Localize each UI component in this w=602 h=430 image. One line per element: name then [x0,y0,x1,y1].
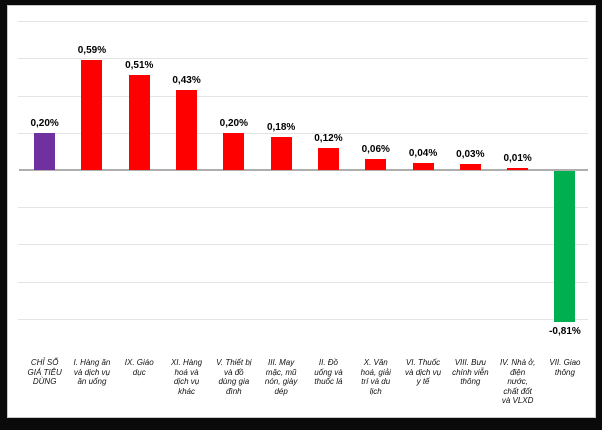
bar-value-label: 0,20% [30,117,59,129]
bar [412,162,434,170]
bar-value-label: 0,03% [456,149,485,161]
gridline [18,318,588,320]
bar [176,90,198,170]
gridline [18,207,588,209]
x-axis-line [19,169,588,171]
bar [459,164,481,170]
bar [223,132,245,170]
category-label: XI. Hàng hoá và dịch vụ khác [170,358,203,396]
category-label: VI. Thuốc và dịch vụ y tế [405,358,442,386]
category-label: IX. Giáo dục [124,358,154,377]
bar-value-label: 0,12% [314,132,343,144]
bar-value-label: -0,81% [549,325,581,337]
bar-value-label: 0,43% [172,75,201,87]
bar-value-label: 0,20% [219,117,249,129]
category-label: II. Đồ uống và thuốc lá [314,358,343,386]
bar [365,158,387,170]
gridline [18,58,588,60]
bar-value-label: 0,51% [125,60,154,72]
category-label: I. Hàng ăn và dịch vụ ăn uống [73,358,111,386]
bar [554,171,576,322]
bar [128,75,150,170]
bar [270,136,292,170]
gridline [18,132,588,134]
category-label: CHỈ SỐ GIÁ TIÊU DÙNG [27,358,62,386]
bar [507,168,529,170]
category-label: VII. Giao thông [549,358,581,377]
bar [317,147,339,170]
bar-value-label: 0,04% [408,147,438,159]
category-label: X. Văn hoá, giải trí và du lịch [360,358,391,396]
bar-value-label: 0,01% [503,153,532,165]
bar-value-label: 0,06% [361,143,390,155]
bar [81,60,103,170]
category-label: III. May mặc, mũ nón, giày dép [264,358,298,396]
gridline [18,21,588,23]
gridline [18,281,588,283]
bar-value-label: 0,18% [266,121,296,133]
category-label: V. Thiết bị và đồ dùng gia đình [216,358,252,396]
bar [34,132,56,170]
category-label: IV. Nhà ở, điện nước, chất đốt và VLXD [499,358,536,405]
gridline [18,244,588,246]
gridline [18,95,588,97]
chart-canvas: 0,20% CHỈ SỐ GIÁ TIÊU DÙNG 0,59% I. Hàng ăn… [7,5,596,418]
bar-value-label: 0,59% [77,45,107,57]
category-label: VIII. Bưu chính viễn thông [452,358,489,386]
